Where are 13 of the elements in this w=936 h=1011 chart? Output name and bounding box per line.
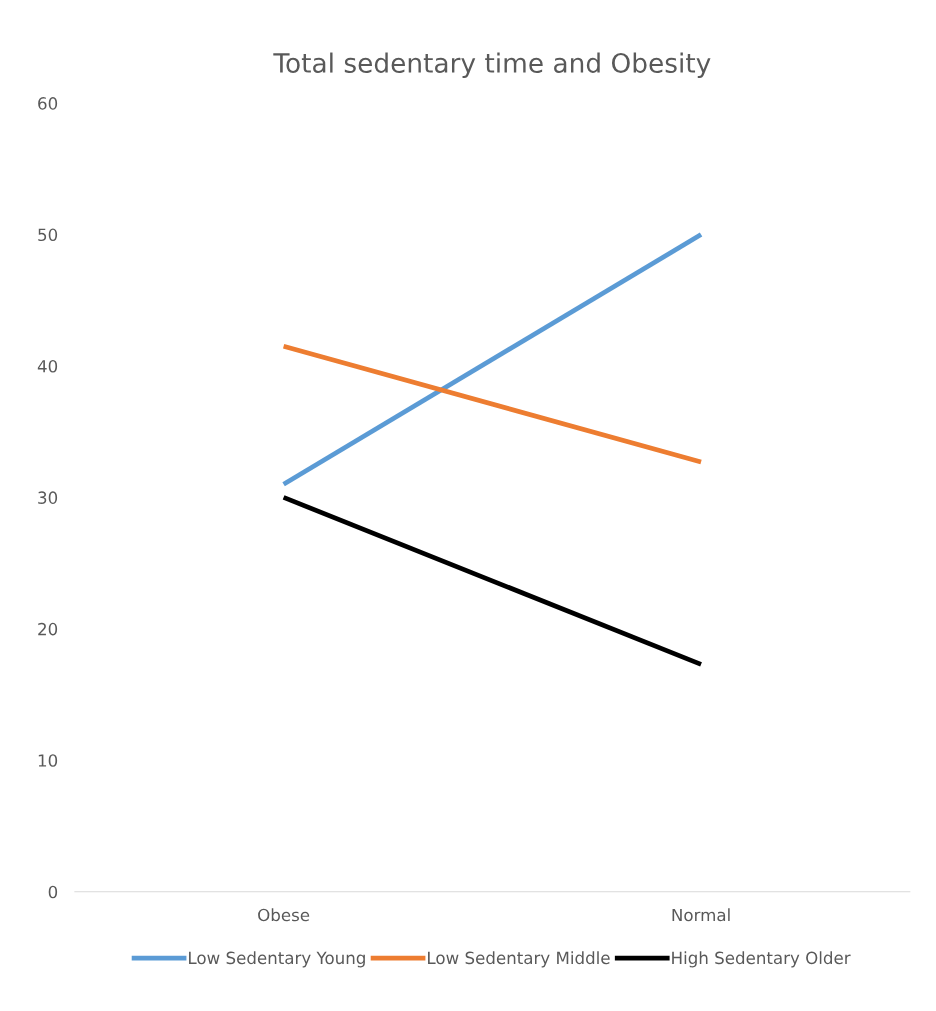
y-tick-label: 30 [38,491,58,504]
legend-label: Low Sedentary Young [189,951,365,968]
chart-title: Total sedentary time and Obesity [273,52,711,79]
legend-label: High Sedentary Older [672,951,851,968]
y-tick-label: 10 [38,754,58,767]
y-tick-label: 0 [48,885,58,899]
y-tick-label: 40 [37,359,58,373]
x-tick-label: Obese [258,908,310,922]
x-tick-label: Normal [672,908,730,922]
y-tick-label: 50 [38,228,58,242]
y-tick-label: 20 [38,622,58,636]
legend-label: Low Sedentary Middle [428,951,610,968]
y-tick-label: 60 [38,97,58,110]
